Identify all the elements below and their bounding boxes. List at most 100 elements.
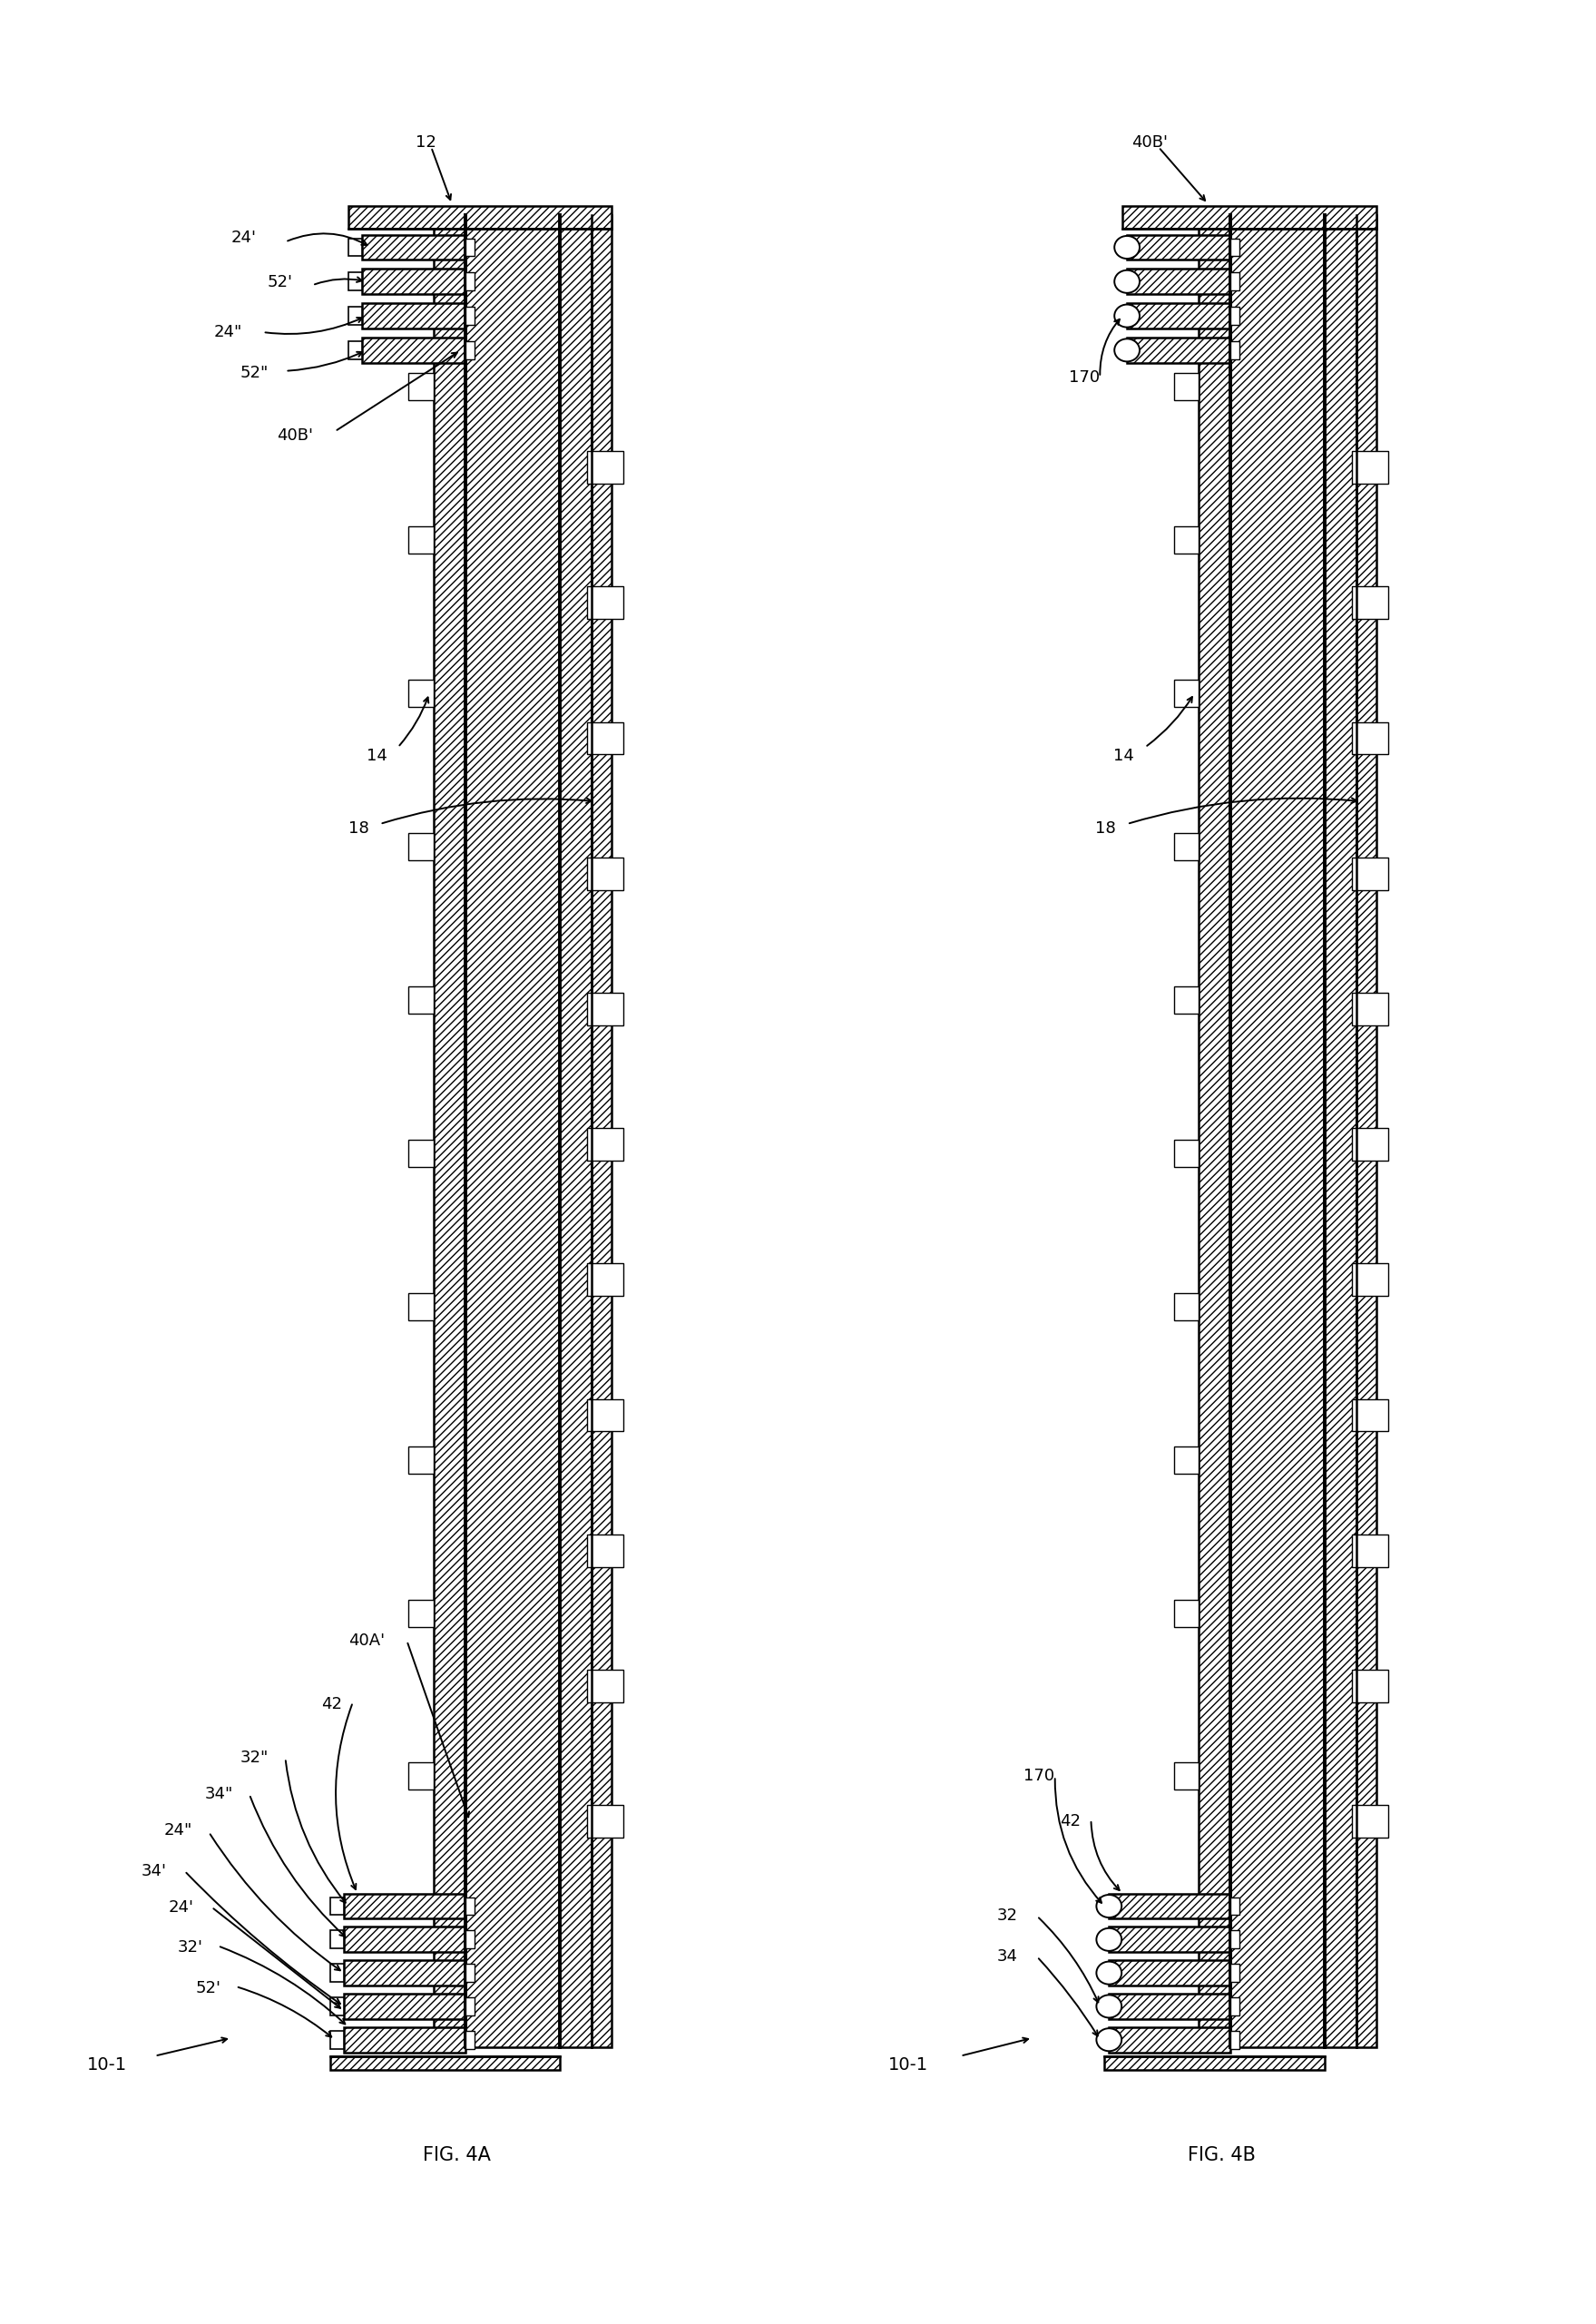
Bar	[1231, 2031, 1240, 2050]
Ellipse shape	[1096, 1894, 1122, 1917]
Bar	[587, 451, 622, 483]
Bar	[409, 1762, 434, 1789]
Text: 40B': 40B'	[1132, 135, 1168, 151]
Bar	[348, 342, 362, 360]
Bar	[587, 1127, 622, 1160]
Bar	[330, 2031, 343, 2050]
Bar	[409, 985, 434, 1013]
Bar	[1352, 723, 1389, 755]
Bar	[330, 1896, 343, 1915]
Bar	[1173, 832, 1199, 860]
Text: 32: 32	[996, 1908, 1017, 1924]
Bar	[362, 302, 466, 328]
Bar	[1231, 1996, 1240, 2015]
Bar	[409, 1139, 434, 1167]
Text: 14: 14	[1114, 748, 1135, 765]
Text: 52': 52'	[268, 274, 292, 290]
Text: 10-1: 10-1	[889, 2057, 929, 2073]
Text: 34': 34'	[142, 1864, 166, 1880]
Bar	[587, 723, 622, 755]
Text: 32": 32"	[241, 1750, 268, 1766]
Text: 42: 42	[1060, 1813, 1080, 1829]
Bar	[1231, 1964, 1240, 1982]
Ellipse shape	[1096, 2029, 1122, 2052]
Bar	[592, 214, 611, 2047]
Bar	[409, 525, 434, 553]
Text: 18: 18	[348, 820, 369, 837]
Bar	[1173, 372, 1199, 400]
Text: 52': 52'	[195, 1980, 220, 1996]
Bar	[1173, 1448, 1199, 1473]
Bar	[1122, 207, 1376, 228]
Bar	[560, 214, 592, 2047]
Bar	[466, 272, 474, 290]
Bar	[1109, 1994, 1231, 2020]
Bar	[1231, 342, 1240, 360]
Bar	[1173, 679, 1199, 706]
Bar	[1173, 525, 1199, 553]
Bar	[1231, 307, 1240, 325]
Text: 42: 42	[321, 1697, 342, 1713]
Bar	[343, 1959, 466, 1985]
Bar	[1173, 1762, 1199, 1789]
Text: 12: 12	[417, 135, 437, 151]
Bar	[1231, 272, 1240, 290]
Text: 24': 24'	[168, 1899, 193, 1915]
Text: 40B': 40B'	[276, 428, 313, 444]
Text: 34: 34	[996, 1948, 1017, 1964]
Bar	[587, 992, 622, 1025]
Bar	[362, 270, 466, 295]
Text: 34": 34"	[204, 1787, 233, 1803]
Text: 40A': 40A'	[348, 1634, 385, 1650]
Bar	[466, 1964, 474, 1982]
Bar	[587, 586, 622, 618]
Bar	[348, 307, 362, 325]
Bar	[343, 1894, 466, 1920]
Bar	[1173, 1294, 1199, 1320]
Text: 32': 32'	[177, 1941, 203, 1957]
Bar	[1173, 1601, 1199, 1627]
Bar	[348, 207, 611, 228]
Bar	[362, 337, 466, 363]
Bar	[1231, 1896, 1240, 1915]
Bar	[466, 214, 560, 2047]
Bar	[409, 679, 434, 706]
Bar	[1173, 985, 1199, 1013]
Bar	[466, 239, 474, 256]
Text: 10-1: 10-1	[88, 2057, 128, 2073]
Bar	[1109, 1894, 1231, 1920]
Bar	[1109, 1927, 1231, 1952]
Bar	[343, 2027, 466, 2052]
Bar	[330, 1931, 343, 1948]
Bar	[362, 235, 466, 260]
Bar	[1109, 1959, 1231, 1985]
Bar	[409, 832, 434, 860]
Bar	[409, 372, 434, 400]
Ellipse shape	[1096, 1929, 1122, 1950]
Bar	[1173, 1139, 1199, 1167]
Ellipse shape	[1096, 1961, 1122, 1985]
Bar	[466, 1996, 474, 2015]
Bar	[1352, 858, 1389, 890]
Bar	[1352, 1399, 1389, 1432]
Bar	[1325, 214, 1357, 2047]
Bar	[330, 1996, 343, 2015]
Text: 14: 14	[367, 748, 388, 765]
Ellipse shape	[1114, 304, 1140, 328]
Bar	[1127, 235, 1231, 260]
Bar	[1352, 1534, 1389, 1566]
Text: 52": 52"	[241, 365, 268, 381]
Bar	[466, 2031, 474, 2050]
Bar	[466, 342, 474, 360]
Bar	[466, 307, 474, 325]
Bar	[466, 1896, 474, 1915]
Bar	[1104, 2057, 1325, 2068]
Bar	[409, 1448, 434, 1473]
Text: 24': 24'	[231, 230, 257, 246]
Text: 170: 170	[1023, 1769, 1055, 1785]
Text: 24": 24"	[214, 323, 243, 339]
Text: 24": 24"	[164, 1822, 192, 1838]
Bar	[587, 1264, 622, 1297]
Bar	[1357, 214, 1376, 2047]
Bar	[348, 239, 362, 256]
